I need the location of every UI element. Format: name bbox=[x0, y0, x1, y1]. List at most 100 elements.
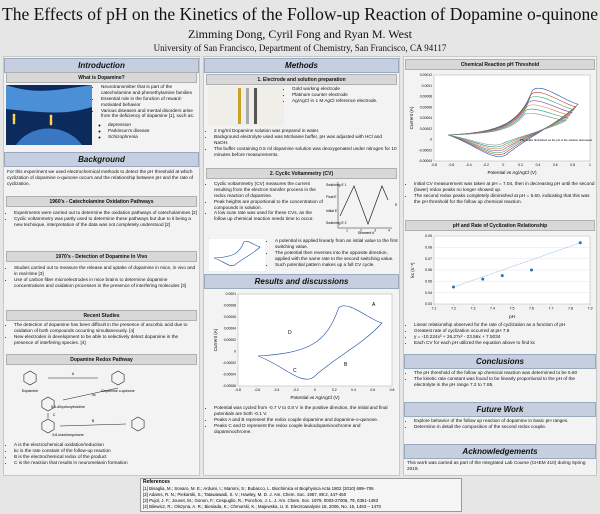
bullet-item: 2 mg/ml Dopamine solution was prepared i… bbox=[214, 128, 397, 134]
x-tick-label: 0.6 bbox=[370, 388, 375, 392]
segment-label: 4 bbox=[388, 229, 390, 233]
peak-label: B bbox=[344, 362, 348, 368]
segment-label: 1 bbox=[346, 229, 348, 233]
bullet-item: Explore behavior of the follow up reacti… bbox=[414, 418, 595, 424]
bullet-item: Initial CV measurement was taken at pH =… bbox=[414, 181, 595, 193]
x-tick-label: -0.8 bbox=[235, 388, 241, 392]
bullet-item: The second redox peaks completely dimini… bbox=[414, 193, 595, 205]
x-tick-label: -0.2 bbox=[293, 388, 299, 392]
x-tick-label: 7.1 bbox=[432, 307, 437, 311]
y-tick-label: -0.00004 bbox=[419, 159, 432, 163]
bullet-list: Linear relationship observed for the rat… bbox=[407, 322, 595, 346]
cv-curve bbox=[213, 241, 261, 266]
cv-curve bbox=[447, 87, 579, 157]
poster-title: The Effects of pH on the Kinetics of the… bbox=[2, 4, 598, 24]
cv-curve bbox=[447, 96, 575, 153]
section-heading: Background bbox=[4, 152, 199, 167]
diagram-label: A bbox=[72, 372, 75, 376]
bullet-item: Peak heights are proportional to the con… bbox=[214, 199, 325, 211]
reference-item: [3] Pujol, J. F.; Jouvet, M.; Gonon, F.;… bbox=[143, 498, 379, 504]
section-heading: Acknowledgements bbox=[404, 444, 596, 459]
y-tick-label: -0.00004 bbox=[223, 373, 236, 377]
x-axis-label: Potential vs Ag/AgCl (V) bbox=[290, 395, 339, 400]
cv-example bbox=[208, 238, 266, 272]
segment-label: 2 bbox=[360, 229, 362, 233]
bullet-list: The pH threshold of the follow up chemic… bbox=[407, 370, 595, 388]
y-tick-label: 0 bbox=[234, 350, 236, 354]
bullet-item: Gold working electrode bbox=[292, 86, 398, 92]
x-tick-label: -0.2 bbox=[483, 163, 489, 167]
bullet-item: Each CV for each pH utilized the equatio… bbox=[414, 340, 595, 346]
data-point bbox=[578, 241, 582, 245]
bullet-list: A is the electrochemical oxidation/reduc… bbox=[7, 442, 197, 466]
bullet-item: Various diseases and mental disorders ar… bbox=[101, 108, 198, 120]
bullet-item: The buffer containing 0.5 ml dopamine so… bbox=[214, 146, 397, 158]
bullet-list: Explore behavior of the follow up reacti… bbox=[407, 418, 595, 430]
reference-item: [4] Bilewicz, R.; Olszyna, A. R.; Biesia… bbox=[143, 504, 381, 510]
waveform-label: Switching E 1 bbox=[326, 183, 347, 187]
data-point bbox=[500, 274, 504, 278]
bullet-list: Cyclic voltammetry (CV) measures the cur… bbox=[207, 181, 325, 222]
bullet-item: Platinum counter electrode bbox=[292, 92, 398, 98]
y-tick-label: 0.00002 bbox=[224, 338, 236, 342]
section-heading: Introduction bbox=[4, 58, 199, 73]
data-point bbox=[481, 277, 485, 281]
vesicle bbox=[49, 116, 53, 120]
bullet-item: Ag/AgCl in 1 M AgCl reference electrode. bbox=[292, 98, 398, 104]
y-tick-label: 0.05 bbox=[425, 280, 432, 284]
y-tick-label: 0.00004 bbox=[224, 327, 236, 331]
peak-label: C bbox=[293, 368, 297, 374]
bullet-list: depressionParkinson's diseaseSchizophren… bbox=[94, 122, 198, 140]
bullet-item: Peaks A and B represent the redox couple… bbox=[214, 417, 397, 423]
x-tick-label: -0.4 bbox=[466, 163, 472, 167]
subsection-heading: 1960's - Catecholamine Oxidation Pathway… bbox=[6, 196, 197, 207]
threshold-cv-plot: 0.00012 0.0001 0.00008 0.00006 0.00004 0.0000… bbox=[409, 73, 592, 175]
peak-label: A bbox=[372, 302, 376, 308]
cv-curve bbox=[447, 104, 571, 150]
y-tick-label: 0.00008 bbox=[420, 95, 432, 99]
x-tick-label: 7.2 bbox=[451, 307, 456, 311]
bullet-item: Cyclic voltammetry (CV) measures the cur… bbox=[214, 181, 325, 199]
y-tick-label: 0.09 bbox=[425, 234, 432, 238]
subsection-heading: 1970's - Detection of Dopamine In Vivo bbox=[6, 251, 197, 262]
molecule-ring bbox=[111, 370, 125, 386]
bullet-item: Studies carried out to measure the relea… bbox=[14, 265, 197, 277]
paragraph: This work was carried as part of the Int… bbox=[407, 460, 586, 471]
cv-curve bbox=[257, 305, 383, 380]
reference-item: [2] Adams, R. N.; Piekarski, S.; Tatawaw… bbox=[143, 491, 347, 497]
y-tick-label: 0.06 bbox=[425, 268, 432, 272]
vesicle bbox=[49, 122, 53, 126]
y-tick-label: 0.00012 bbox=[420, 73, 432, 77]
x-tick-label: 7.6 bbox=[529, 307, 534, 311]
x-tick-label: -0.4 bbox=[274, 388, 280, 392]
molecule-ring bbox=[131, 416, 145, 432]
x-tick-label: 0.4 bbox=[351, 388, 356, 392]
authors: Zimming Dong, Cyril Fong and Ryan M. Wes… bbox=[188, 27, 412, 41]
plot-frame bbox=[208, 238, 266, 272]
subsection-heading: What is Dopamine? bbox=[6, 72, 197, 83]
y-tick-label: 0.08 bbox=[425, 246, 432, 250]
reference-item: [1] Bisaglia, M.; Sonaro, M. E.; Arduini… bbox=[143, 485, 374, 491]
bullet-item: The potential then reverses into the opp… bbox=[275, 250, 398, 262]
bullet-item: Potential was cycled from -0.7 V to 0.8 … bbox=[214, 405, 397, 417]
segment-label: 3 bbox=[374, 229, 376, 233]
diagram-label: kc bbox=[92, 393, 96, 397]
section-heading: Future Work bbox=[404, 402, 596, 417]
neuron bbox=[16, 128, 82, 145]
data-point bbox=[530, 268, 533, 272]
y-tick-label: -0.00002 bbox=[223, 361, 236, 365]
plot-frame bbox=[237, 293, 393, 387]
reaction-arrow bbox=[59, 423, 127, 427]
plot-note: The peaks diminished as the pH of the so… bbox=[520, 138, 592, 142]
x-axis-label: pH bbox=[509, 314, 515, 319]
diagram-label: Dopamine o-quinone bbox=[101, 389, 134, 393]
diagram-label: 5,6-dihydroxyindoline bbox=[51, 405, 85, 409]
x-tick-label: 7.9 bbox=[588, 307, 593, 311]
section-heading: Conclusions bbox=[404, 354, 596, 369]
vesicle bbox=[49, 118, 53, 122]
vesicle bbox=[49, 114, 53, 118]
waveform-label: Segment # bbox=[358, 231, 375, 234]
vesicle bbox=[12, 113, 16, 117]
x-axis-label: Potential vs Ag/AgCl (V) bbox=[487, 170, 536, 175]
subsection-heading: 1. Electrode and solution preparation bbox=[206, 74, 397, 85]
